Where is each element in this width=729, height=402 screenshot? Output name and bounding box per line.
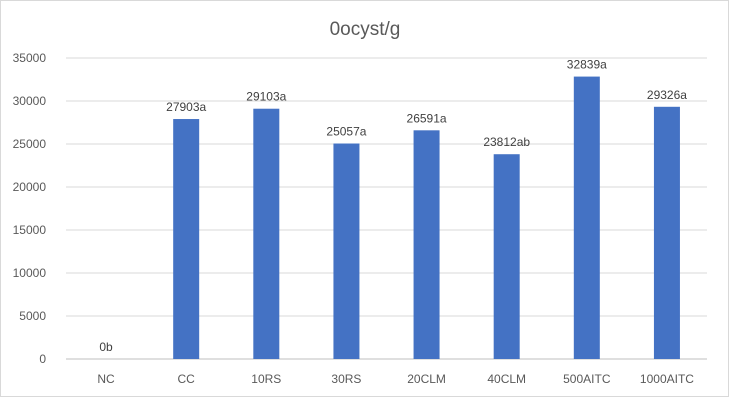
x-tick-label: CC <box>178 372 196 386</box>
x-tick-label: 30RS <box>331 372 361 386</box>
data-label: 29103a <box>246 90 286 104</box>
x-tick-label: 20CLM <box>407 372 446 386</box>
bar <box>413 130 440 359</box>
y-tick-label: 5000 <box>19 309 46 323</box>
data-label: 0b <box>99 340 113 354</box>
bars <box>173 76 680 360</box>
data-label: 32839a <box>567 58 607 72</box>
y-axis-ticks: 0 5000 10000 15000 20000 25000 30000 35000 <box>13 51 47 366</box>
data-label: 27903a <box>166 100 206 114</box>
x-tick-label: 500AITC <box>563 372 611 386</box>
y-tick-label: 20000 <box>13 180 47 194</box>
x-tick-label: 10RS <box>251 372 281 386</box>
data-label: 26591a <box>407 111 447 125</box>
x-tick-label: NC <box>97 372 115 386</box>
y-tick-label: 25000 <box>13 137 47 151</box>
x-axis-ticks: NC CC 10RS 30RS 20CLM 40CLM 500AITC 1000AITC <box>97 372 694 386</box>
y-tick-label: 10000 <box>13 266 47 280</box>
bar <box>253 108 280 359</box>
data-labels: 0b 27903a 29103a 25057a 26591a 23812ab 32839a 2… <box>99 58 687 354</box>
bar <box>573 76 600 360</box>
x-tick-label: 40CLM <box>487 372 526 386</box>
data-label: 29326a <box>647 88 687 102</box>
y-tick-label: 35000 <box>13 51 47 65</box>
x-tick-label: 1000AITC <box>640 372 694 386</box>
data-label: 25057a <box>326 125 366 139</box>
bar <box>333 143 360 359</box>
y-tick-label: 15000 <box>13 223 47 237</box>
chart-title: 0ocyst/g <box>330 19 401 40</box>
bar <box>173 119 200 359</box>
y-tick-label: 0 <box>39 352 46 366</box>
bar <box>493 154 520 359</box>
bar <box>653 106 680 359</box>
y-tick-label: 30000 <box>13 94 47 108</box>
data-label: 23812ab <box>483 135 530 149</box>
gridlines <box>66 57 707 360</box>
